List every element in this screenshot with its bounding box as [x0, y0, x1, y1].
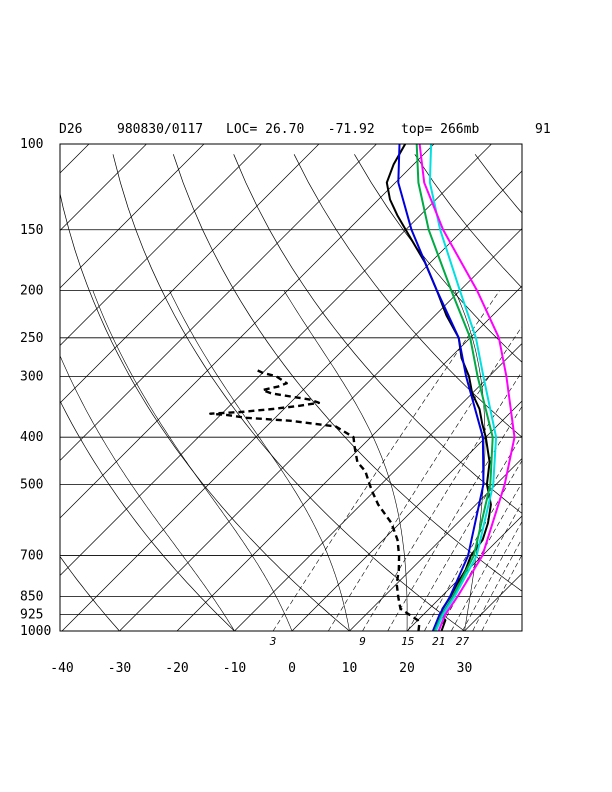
isotherm-line — [119, 227, 522, 631]
mixing-ratio-label: 3 — [269, 635, 277, 648]
temperature-tick-label: 0 — [288, 661, 296, 676]
isotherm-line — [60, 144, 377, 461]
dry-adiabat-line — [112, 154, 466, 631]
dry-adiabat-line — [172, 154, 522, 592]
mixing-ratio-labels: 3 9 15 21 27 — [269, 635, 470, 648]
profile-line-4 — [415, 144, 494, 631]
isotherm-line — [406, 515, 522, 631]
pressure-tick-label: 1000 — [20, 624, 51, 639]
isotherm-line — [580, 144, 612, 631]
pressure-tick-label: 200 — [20, 284, 43, 299]
header-datetime: 980830/0117 — [117, 122, 203, 137]
pressure-tick-label: 700 — [20, 549, 43, 564]
pressure-tick-label: 500 — [20, 477, 43, 492]
isotherm-line — [176, 285, 522, 631]
header-station: D26 — [59, 122, 82, 137]
mixing-ratio-line — [451, 502, 522, 631]
isotherm-line — [61, 170, 522, 631]
mixing-ratio-line — [424, 460, 522, 631]
pressure-tick-label: 150 — [20, 223, 43, 238]
profiles — [209, 144, 516, 631]
dry-adiabat-line — [233, 154, 522, 514]
temperature-tick-label: 10 — [342, 661, 358, 676]
dry-adiabat-line — [354, 154, 522, 363]
mixing-ratio-line — [407, 434, 522, 631]
isotherm-line — [60, 144, 147, 231]
dry-adiabat-line — [293, 154, 522, 438]
moist-adiabat-line — [283, 290, 408, 631]
dry-adiabat-line — [60, 555, 120, 631]
dry-adiabat-line — [536, 154, 612, 641]
mixing-ratio-line — [472, 538, 522, 631]
temperature-tick-label: -30 — [108, 661, 131, 676]
dry-adiabat-line — [60, 191, 351, 631]
dry-adiabat-line — [474, 154, 522, 214]
temperature-tick-label: -20 — [165, 661, 188, 676]
mixing-ratio-line — [462, 520, 522, 631]
pressure-tick-label: 250 — [20, 331, 43, 346]
pressure-tick-label: 925 — [20, 608, 43, 623]
pressure-tick-label: 400 — [20, 430, 43, 445]
isotherm-line — [521, 630, 522, 631]
isotherm-line — [60, 144, 492, 576]
mixing-ratio-line — [362, 371, 522, 631]
header-location: LOC= 26.70 -71.92 — [226, 122, 375, 137]
isotherm-line — [60, 144, 435, 519]
mixing-ratio-line — [328, 325, 522, 631]
moist-adiabat-line — [60, 354, 235, 631]
temperature-tick-label: 30 — [457, 661, 473, 676]
temperature-tick-label: 20 — [399, 661, 415, 676]
dry-adiabat-line — [414, 154, 522, 289]
isotherm-line — [60, 144, 205, 289]
mixing-ratio-label: 21 — [432, 635, 445, 648]
mixing-ratio-label: 9 — [359, 635, 366, 648]
mixing-ratio-line — [481, 554, 522, 631]
pressure-tick-label: 850 — [20, 590, 43, 605]
header: D26 980830/0117 LOC= 26.70 -71.92 top= 2… — [59, 122, 551, 137]
header-number: 91 — [535, 122, 551, 137]
isotherm-line — [60, 144, 262, 346]
profile-line-5 — [428, 144, 498, 631]
profile-line-1 — [385, 144, 492, 631]
mixing-ratio-line — [387, 405, 522, 631]
profile-line-3 — [397, 144, 485, 631]
profile-line-2 — [209, 368, 421, 631]
mixing-ratio-label: 27 — [456, 635, 470, 648]
background-lines — [60, 144, 612, 641]
header-top: top= 266mb — [401, 122, 479, 137]
mixing-ratio-line — [272, 290, 500, 631]
moist-adiabat-line — [92, 290, 293, 631]
temperature-tick-label: -10 — [223, 661, 246, 676]
isotherm-line — [60, 144, 320, 404]
profile-line-6 — [418, 144, 516, 631]
isotherm-line — [234, 342, 522, 631]
dry-adiabat-line — [596, 154, 612, 641]
moist-adiabat-line — [169, 290, 350, 631]
pressure-tick-label: 300 — [20, 369, 43, 384]
temperature-tick-label: -40 — [50, 661, 73, 676]
temperature-axis: -40 -30 -20 -10 0 10 20 30 — [50, 661, 472, 676]
dry-adiabat-line — [60, 400, 235, 631]
pressure-tick-label: 100 — [20, 137, 43, 152]
isotherm-line — [291, 400, 522, 631]
plot-frame — [59, 143, 523, 632]
mixing-ratio-label: 15 — [401, 635, 414, 648]
isotherm-line — [349, 457, 522, 631]
